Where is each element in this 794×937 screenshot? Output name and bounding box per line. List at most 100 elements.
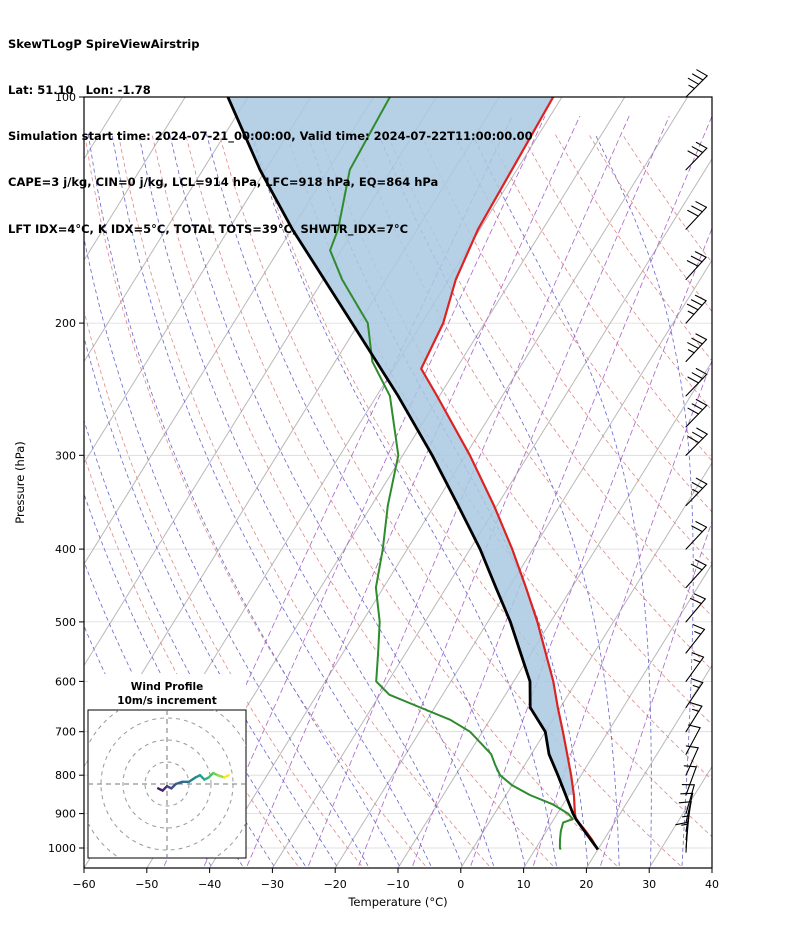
moist-adiabat-line	[471, 133, 652, 866]
barb-full-feather	[687, 209, 699, 217]
barb-staff	[685, 656, 705, 682]
x-tick-label: 0	[457, 878, 464, 891]
moist-adiabat-line	[250, 133, 557, 866]
wind-barb	[685, 477, 708, 507]
y-tick-label: 100	[55, 91, 76, 104]
isotherm-line	[585, 664, 712, 868]
barb-staff	[685, 598, 706, 623]
barb-staff	[685, 75, 708, 98]
hodograph-ring	[100, 717, 234, 851]
wind-barb	[685, 559, 707, 589]
mixing-ratio-line	[358, 115, 670, 866]
hodograph-subtitle: 10m/s increment	[117, 695, 216, 707]
barb-half-feather	[687, 349, 695, 354]
dry-adiabat-line	[453, 133, 712, 513]
wind-barb	[685, 427, 708, 456]
barb-staff	[685, 147, 708, 171]
dry-adiabat-line	[185, 133, 617, 867]
wind-barb	[685, 141, 708, 171]
y-tick-label: 500	[55, 616, 76, 629]
barb-half-feather	[687, 310, 695, 315]
hodograph-plot	[88, 710, 246, 858]
wind-barb	[685, 201, 708, 230]
x-tick-label: −10	[386, 878, 409, 891]
dry-adiabat-line	[621, 133, 712, 264]
y-axis-title: Pressure (hPa)	[13, 441, 27, 524]
barb-full-feather	[692, 431, 704, 439]
x-axis-title: Temperature (°C)	[347, 895, 447, 909]
barb-full-feather	[687, 376, 700, 384]
times-line: Simulation start time: 2024-07-21_00:00:…	[8, 129, 533, 144]
barb-full-feather	[692, 73, 704, 81]
wind-barb	[685, 69, 708, 98]
hodograph-trace-segment	[187, 776, 197, 783]
barb-staff	[685, 784, 695, 815]
barb-full-feather	[686, 260, 699, 267]
barb-full-feather	[694, 294, 707, 302]
barb-full-feather	[678, 801, 692, 804]
barb-full-feather	[694, 251, 707, 258]
barb-staff	[685, 373, 708, 397]
isotherm-line	[334, 259, 712, 868]
x-tick-label: 30	[642, 878, 656, 891]
wind-barb	[685, 521, 708, 550]
barb-full-feather	[695, 521, 708, 528]
barb-full-feather	[690, 597, 702, 605]
wind-barb	[685, 593, 706, 623]
isotherm-line	[84, 97, 186, 262]
barb-half-feather	[688, 84, 696, 90]
moist-adiabat-line	[84, 236, 369, 867]
wind-barb	[685, 251, 707, 281]
parcel-curve	[226, 97, 600, 851]
dry-adiabat-line	[386, 133, 712, 617]
cape-shaded-area	[227, 97, 574, 795]
wind-barb	[685, 333, 708, 363]
y-tick-label: 800	[55, 769, 76, 782]
barb-half-feather	[692, 488, 700, 494]
barb-full-feather	[691, 652, 705, 658]
isotherm-line	[460, 461, 712, 868]
x-tick-label: −60	[72, 878, 95, 891]
dry-adiabat-line	[117, 133, 490, 867]
barb-full-feather	[687, 342, 699, 349]
hodograph-ring	[122, 739, 212, 829]
x-tick-label: −20	[324, 878, 347, 891]
barb-staff	[685, 206, 708, 230]
isotherm-line	[648, 765, 712, 868]
x-tick-label: 20	[579, 878, 593, 891]
barb-full-feather	[691, 146, 704, 154]
barb-staff	[685, 747, 699, 776]
barb-full-feather	[695, 477, 708, 485]
barb-full-feather	[691, 481, 704, 489]
moist-adiabat-line	[713, 134, 750, 866]
barb-staff	[685, 766, 697, 796]
barb-full-feather	[691, 525, 703, 533]
barb-full-feather	[687, 436, 700, 444]
isotherm-line	[271, 157, 712, 868]
hodograph-ring	[144, 761, 190, 807]
barb-staff	[685, 256, 707, 281]
dry-adiabat-line	[84, 309, 362, 867]
wind-barb	[685, 678, 704, 709]
moist-adiabat-line	[84, 335, 337, 867]
barb-full-feather	[695, 398, 708, 406]
y-tick-label: 200	[55, 317, 76, 330]
mixing-ratio-line	[600, 520, 712, 866]
isotherm-line	[84, 97, 249, 363]
barb-full-feather	[691, 403, 704, 411]
hodograph-trace-segment	[222, 774, 230, 779]
indices-line-1: CAPE=3 j/kg, CIN=0 j/kg, LCL=914 hPa, LF…	[8, 175, 439, 190]
barb-full-feather	[696, 427, 708, 435]
barb-full-feather	[687, 724, 701, 729]
wind-barb	[681, 784, 695, 815]
x-tick-label: −30	[261, 878, 284, 891]
barb-full-feather	[687, 407, 700, 415]
barb-full-feather	[695, 201, 708, 208]
hodograph-title: Wind Profile	[131, 681, 203, 693]
isotherm-line	[523, 563, 712, 868]
barb-full-feather	[695, 333, 708, 341]
barb-full-feather	[675, 821, 689, 826]
barb-full-feather	[691, 372, 704, 380]
dry-adiabat-line	[554, 133, 712, 362]
